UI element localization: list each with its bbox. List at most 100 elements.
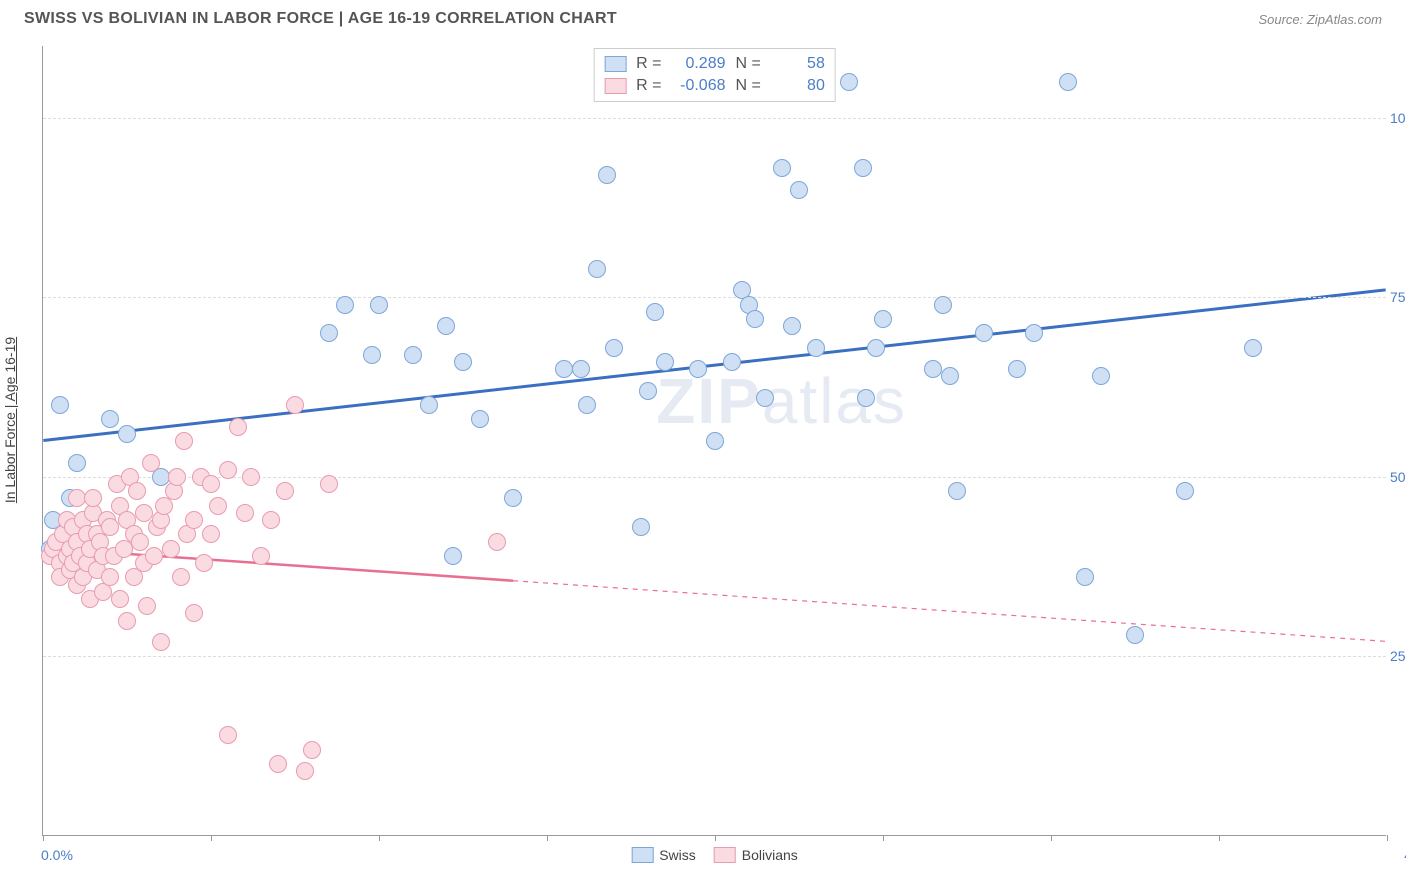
gridline: [43, 118, 1386, 119]
series-legend: Swiss Bolivians: [631, 847, 798, 863]
x-tick-mark: [883, 835, 884, 841]
bolivians-point: [202, 475, 220, 493]
bolivians-point: [296, 762, 314, 780]
swiss-point: [934, 296, 952, 314]
bolivians-point: [68, 489, 86, 507]
swiss-point: [504, 489, 522, 507]
bolivians-point: [242, 468, 260, 486]
r-label: R =: [636, 77, 661, 95]
x-tick-mark: [43, 835, 44, 841]
bolivians-point: [229, 418, 247, 436]
swiss-point: [598, 166, 616, 184]
swiss-point: [572, 360, 590, 378]
swiss-point: [706, 432, 724, 450]
swiss-point: [454, 353, 472, 371]
chart-title: SWISS VS BOLIVIAN IN LABOR FORCE | AGE 1…: [24, 10, 617, 28]
swiss-point: [1244, 339, 1262, 357]
swiss-point: [1076, 568, 1094, 586]
bolivians-point: [84, 489, 102, 507]
x-tick-mark: [1219, 835, 1220, 841]
x-tick-label-min: 0.0%: [41, 847, 73, 863]
bolivians-point: [202, 525, 220, 543]
bolivians-point: [219, 726, 237, 744]
bolivians-point: [209, 497, 227, 515]
bolivians-point: [135, 504, 153, 522]
swiss-point: [656, 353, 674, 371]
bolivians-point: [286, 396, 304, 414]
swiss-point: [404, 346, 422, 364]
legend-row-bolivians: R = -0.068 N = 80: [604, 75, 825, 97]
bolivians-point: [152, 633, 170, 651]
bolivians-point: [185, 604, 203, 622]
n-label: N =: [736, 55, 761, 73]
bolivians-point: [101, 518, 119, 536]
bolivians-trendline-extrapolated: [513, 581, 1385, 642]
bolivians-point: [131, 533, 149, 551]
y-tick-label: 25.0%: [1390, 648, 1406, 664]
swiss-point: [370, 296, 388, 314]
swiss-point: [756, 389, 774, 407]
bolivians-point: [236, 504, 254, 522]
bolivians-point: [128, 482, 146, 500]
bolivians-point: [138, 597, 156, 615]
bolivians-point: [276, 482, 294, 500]
legend-item-swiss: Swiss: [631, 847, 696, 863]
bolivians-point: [252, 547, 270, 565]
bolivians-swatch: [714, 847, 736, 863]
swiss-r-value: 0.289: [672, 55, 726, 73]
swiss-point: [790, 181, 808, 199]
swiss-swatch: [631, 847, 653, 863]
swiss-trendline: [43, 290, 1385, 441]
legend-item-bolivians: Bolivians: [714, 847, 798, 863]
y-tick-label: 75.0%: [1390, 289, 1406, 305]
x-tick-mark: [715, 835, 716, 841]
swiss-point: [51, 396, 69, 414]
bolivians-point: [185, 511, 203, 529]
legend-row-swiss: R = 0.289 N = 58: [604, 53, 825, 75]
y-tick-label: 100.0%: [1390, 110, 1406, 126]
swiss-point: [854, 159, 872, 177]
swiss-point: [1092, 367, 1110, 385]
bolivians-point: [269, 755, 287, 773]
source-attribution: Source: ZipAtlas.com: [1258, 12, 1382, 27]
bolivians-swatch: [604, 78, 626, 94]
swiss-point: [632, 518, 650, 536]
swiss-point: [336, 296, 354, 314]
swiss-point: [783, 317, 801, 335]
bolivians-point: [145, 547, 163, 565]
swiss-swatch: [604, 56, 626, 72]
x-tick-mark: [1051, 835, 1052, 841]
bolivians-point: [118, 612, 136, 630]
swiss-point: [746, 310, 764, 328]
x-tick-mark: [211, 835, 212, 841]
swiss-point: [555, 360, 573, 378]
swiss-point: [867, 339, 885, 357]
bolivians-point: [172, 568, 190, 586]
swiss-point: [924, 360, 942, 378]
y-axis-label: In Labor Force | Age 16-19: [2, 337, 18, 503]
swiss-point: [1126, 626, 1144, 644]
swiss-point: [874, 310, 892, 328]
swiss-point: [1025, 324, 1043, 342]
swiss-point: [948, 482, 966, 500]
n-label: N =: [736, 77, 761, 95]
swiss-point: [588, 260, 606, 278]
bolivians-point: [320, 475, 338, 493]
bolivians-point: [142, 454, 160, 472]
r-label: R =: [636, 55, 661, 73]
swiss-label: Swiss: [659, 847, 696, 863]
swiss-point: [941, 367, 959, 385]
swiss-point: [646, 303, 664, 321]
bolivians-point: [162, 540, 180, 558]
swiss-point: [857, 389, 875, 407]
swiss-point: [840, 73, 858, 91]
swiss-n-value: 58: [771, 55, 825, 73]
swiss-point: [1059, 73, 1077, 91]
swiss-point: [689, 360, 707, 378]
swiss-point: [471, 410, 489, 428]
bolivians-point: [175, 432, 193, 450]
swiss-point: [101, 410, 119, 428]
bolivians-label: Bolivians: [742, 847, 798, 863]
bolivians-r-value: -0.068: [672, 77, 726, 95]
bolivians-point: [303, 741, 321, 759]
